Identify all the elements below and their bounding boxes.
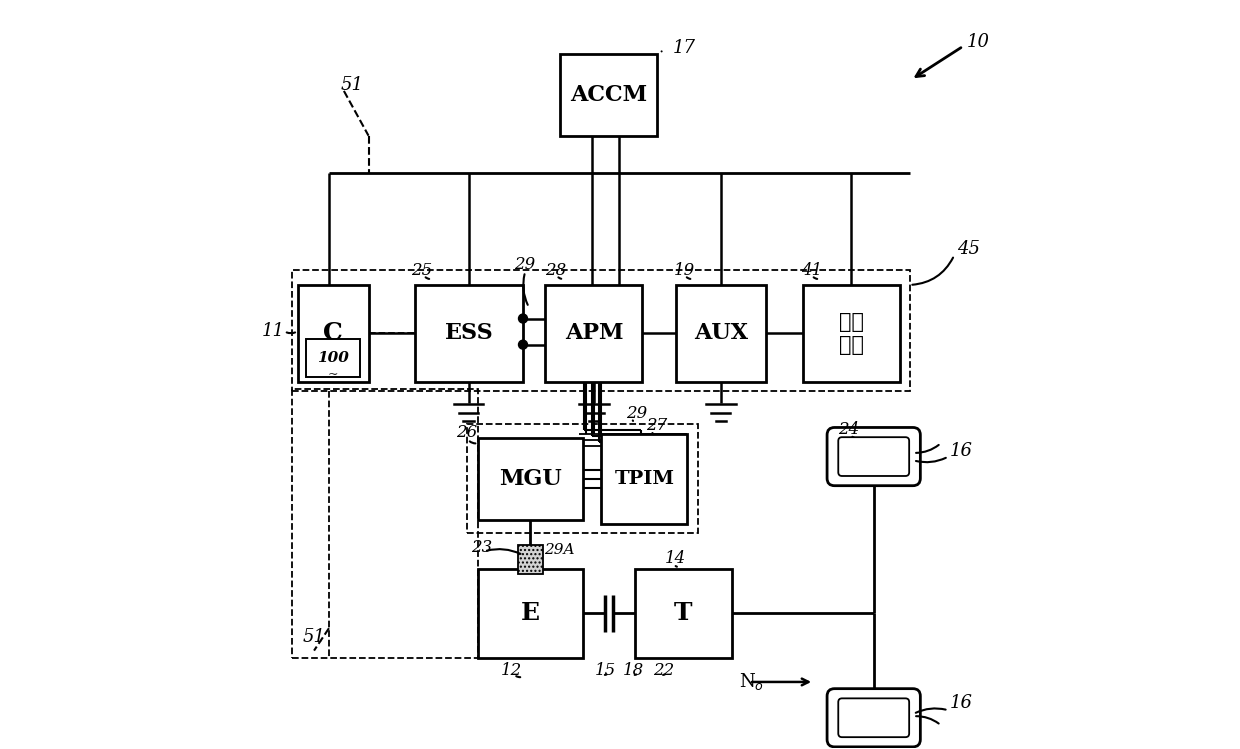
FancyBboxPatch shape <box>838 698 909 737</box>
FancyBboxPatch shape <box>560 54 657 136</box>
Text: 16: 16 <box>950 442 973 460</box>
Text: 12: 12 <box>501 661 522 679</box>
FancyBboxPatch shape <box>802 285 900 382</box>
Text: 28: 28 <box>546 261 567 279</box>
Circle shape <box>518 340 527 349</box>
Circle shape <box>518 314 527 323</box>
Text: 辅助
系统: 辅助 系统 <box>838 312 864 355</box>
Text: 19: 19 <box>673 261 694 279</box>
Text: T: T <box>675 601 693 625</box>
FancyBboxPatch shape <box>635 568 732 658</box>
Text: 17: 17 <box>672 39 696 57</box>
FancyBboxPatch shape <box>838 437 909 476</box>
Text: E: E <box>521 601 539 625</box>
Text: TPIM: TPIM <box>614 470 675 488</box>
Text: 26: 26 <box>456 424 477 441</box>
Text: 27: 27 <box>646 416 667 434</box>
FancyBboxPatch shape <box>827 428 920 485</box>
Text: 14: 14 <box>665 550 686 566</box>
FancyBboxPatch shape <box>479 438 583 520</box>
FancyBboxPatch shape <box>676 285 765 382</box>
FancyBboxPatch shape <box>546 285 642 382</box>
Text: APM: APM <box>564 323 624 345</box>
Text: N$_o$: N$_o$ <box>739 671 765 692</box>
FancyBboxPatch shape <box>518 545 543 574</box>
Text: 29: 29 <box>515 256 536 273</box>
FancyBboxPatch shape <box>415 285 523 382</box>
Text: ACCM: ACCM <box>570 84 647 106</box>
FancyBboxPatch shape <box>601 434 687 524</box>
Text: 23: 23 <box>471 539 492 556</box>
FancyBboxPatch shape <box>306 339 360 377</box>
Text: 18: 18 <box>622 661 645 679</box>
Text: AUX: AUX <box>693 323 748 345</box>
Text: 51: 51 <box>340 76 363 94</box>
Text: 11: 11 <box>262 322 285 340</box>
Text: 25: 25 <box>410 261 433 279</box>
Text: MGU: MGU <box>498 468 562 490</box>
Text: 41: 41 <box>801 261 822 279</box>
FancyBboxPatch shape <box>298 285 368 382</box>
Text: C: C <box>324 321 343 345</box>
Text: 24: 24 <box>838 421 859 438</box>
Text: 45: 45 <box>957 240 981 258</box>
Text: 100: 100 <box>316 351 348 365</box>
Text: ~: ~ <box>327 368 339 381</box>
Text: ESS: ESS <box>444 323 494 345</box>
Text: 15: 15 <box>595 661 616 679</box>
Text: 16: 16 <box>950 694 973 712</box>
Text: 29: 29 <box>626 404 647 422</box>
Text: 10: 10 <box>967 34 990 52</box>
Text: 29A: 29A <box>544 543 574 557</box>
FancyBboxPatch shape <box>479 568 583 658</box>
Text: 51: 51 <box>303 628 326 646</box>
FancyBboxPatch shape <box>827 688 920 747</box>
Text: 22: 22 <box>652 661 675 679</box>
